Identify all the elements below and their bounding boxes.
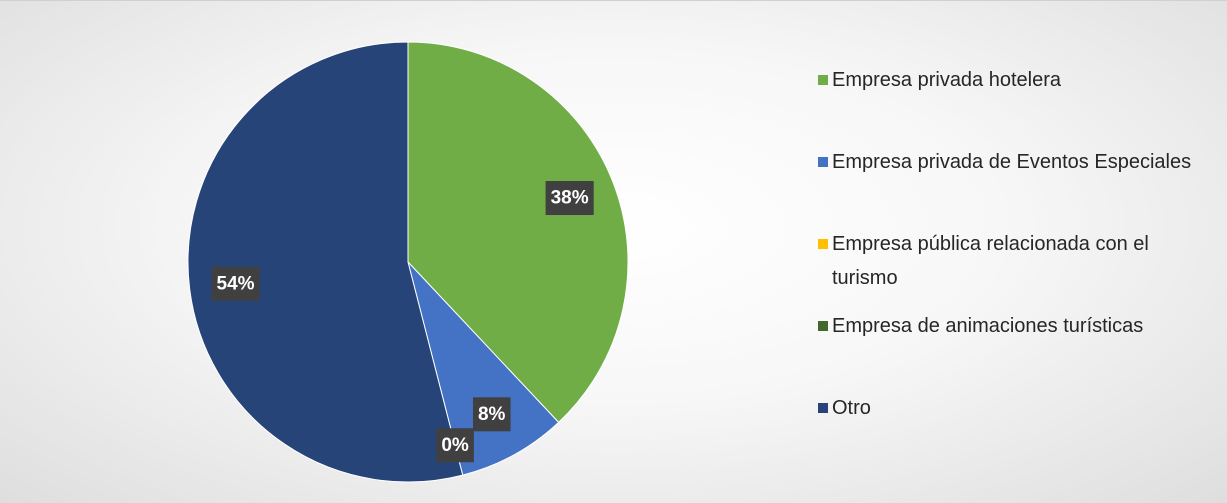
legend-item: Empresa pública relacionada con el turis… [818,227,1213,309]
pie-slice [407,41,629,424]
data-label-text: 0% [441,435,469,456]
legend-item: Otro [818,391,1213,473]
legend-swatch [818,321,828,331]
legend-label: Otro [832,397,871,419]
legend-item: Empresa privada hotelera [818,63,1213,145]
legend-item: Empresa privada de Eventos Especiales [818,145,1213,227]
data-label-text: 8% [478,404,506,425]
legend: Empresa privada hotelera Empresa privada … [818,63,1213,473]
legend-label: Empresa pública relacionada con el turis… [832,233,1149,289]
data-label: 38% [545,181,594,216]
legend-swatch [818,157,828,167]
legend-label: Empresa privada hotelera [832,69,1062,91]
legend-label: Empresa de animaciones turísticas [832,315,1144,337]
data-label: 0% [436,428,474,463]
data-label: 54% [211,266,260,301]
data-label: 8% [472,397,511,432]
legend-swatch [818,403,828,413]
data-label-text: 54% [217,273,255,294]
legend-swatch [818,75,828,85]
pie-slice [407,261,560,476]
data-label-box [472,397,511,432]
data-label-text: 38% [551,188,589,209]
pie-slice [187,41,464,483]
data-label-box [211,266,260,301]
legend-label: Empresa privada de Eventos Especiales [832,151,1192,173]
legend-item: Empresa de animaciones turísticas [818,309,1213,391]
data-label-box [436,428,474,463]
data-label-box [545,181,594,216]
legend-swatch [818,239,828,249]
